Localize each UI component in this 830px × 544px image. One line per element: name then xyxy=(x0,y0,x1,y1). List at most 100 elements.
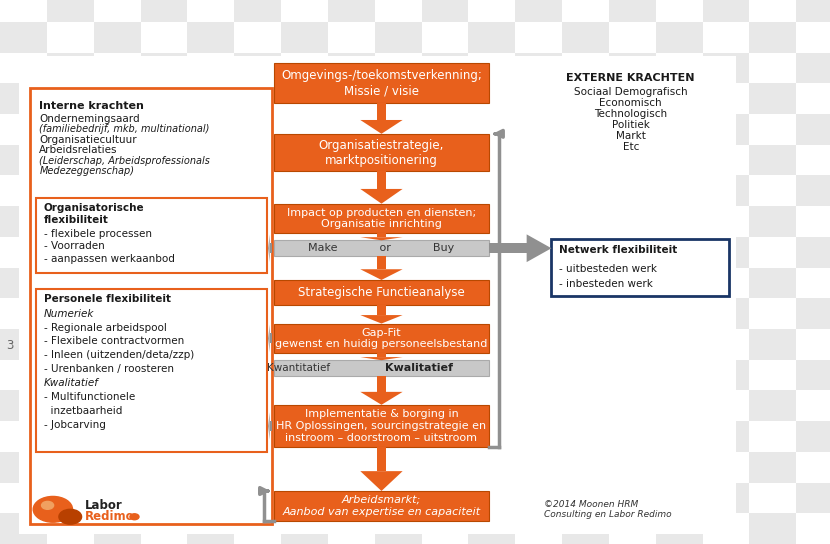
Text: Labor: Labor xyxy=(85,499,123,512)
Bar xyxy=(562,268,609,298)
Bar xyxy=(188,360,234,391)
Bar xyxy=(274,203,489,233)
Text: Organisatiecultuur: Organisatiecultuur xyxy=(39,135,137,145)
Bar xyxy=(374,0,422,22)
Bar xyxy=(94,452,140,483)
Bar xyxy=(328,114,374,145)
Bar xyxy=(468,329,515,360)
Bar xyxy=(422,83,468,114)
Bar xyxy=(94,53,140,83)
Bar xyxy=(468,145,515,175)
Bar xyxy=(188,83,234,114)
Bar xyxy=(274,360,489,376)
Text: Medezeggenschap): Medezeggenschap) xyxy=(39,166,134,176)
Bar xyxy=(140,298,188,329)
Text: Make            or            Buy: Make or Buy xyxy=(308,243,455,254)
Bar xyxy=(374,175,422,206)
Bar xyxy=(30,88,272,524)
Bar xyxy=(468,175,515,206)
Bar xyxy=(188,514,234,544)
Bar xyxy=(188,268,234,298)
Bar xyxy=(609,145,656,175)
Bar xyxy=(656,175,702,206)
Bar xyxy=(0,206,46,237)
Text: Implementatie & borging in
HR Oplossingen, sourcingstrategie en
instroom – doors: Implementatie & borging in HR Oplossinge… xyxy=(276,410,486,443)
Text: Sociaal Demografisch: Sociaal Demografisch xyxy=(574,87,687,97)
Bar xyxy=(140,514,188,544)
Bar xyxy=(37,289,266,453)
Bar xyxy=(188,22,234,53)
Bar xyxy=(515,391,562,421)
Bar xyxy=(702,175,749,206)
Text: Numeriek: Numeriek xyxy=(44,308,94,319)
Bar xyxy=(94,145,140,175)
Bar xyxy=(94,298,140,329)
Polygon shape xyxy=(360,189,403,203)
Bar xyxy=(656,237,702,268)
Bar xyxy=(281,0,328,22)
Bar xyxy=(0,53,46,83)
Bar xyxy=(140,206,188,237)
Bar xyxy=(609,175,656,206)
Bar xyxy=(94,237,140,268)
Bar xyxy=(515,22,562,53)
Bar xyxy=(515,175,562,206)
Bar xyxy=(490,243,527,253)
Bar xyxy=(609,483,656,514)
Bar xyxy=(656,483,702,514)
Text: Arbeidsmarkt;
Aanbod van expertise en capaciteit: Arbeidsmarkt; Aanbod van expertise en ca… xyxy=(282,495,481,517)
Bar xyxy=(468,298,515,329)
Bar xyxy=(281,268,328,298)
Text: Arbeidsrelaties: Arbeidsrelaties xyxy=(39,145,118,155)
Polygon shape xyxy=(360,392,403,405)
Text: - Regionale arbeidspool: - Regionale arbeidspool xyxy=(44,323,167,332)
Bar xyxy=(328,175,374,206)
Bar xyxy=(234,483,281,514)
Bar xyxy=(702,268,749,298)
Bar xyxy=(281,298,328,329)
Bar xyxy=(328,298,374,329)
Bar xyxy=(515,452,562,483)
Bar xyxy=(188,175,234,206)
Bar xyxy=(515,421,562,452)
Bar xyxy=(374,206,422,237)
Text: - Voorraden: - Voorraden xyxy=(44,242,105,251)
Bar xyxy=(281,22,328,53)
Bar xyxy=(796,53,830,83)
Bar xyxy=(749,237,796,268)
Bar xyxy=(468,22,515,53)
Bar xyxy=(0,360,46,391)
Bar xyxy=(422,145,468,175)
Bar xyxy=(377,305,387,315)
Bar xyxy=(234,175,281,206)
Polygon shape xyxy=(360,471,403,491)
Bar xyxy=(422,360,468,391)
Bar xyxy=(188,329,234,360)
Bar xyxy=(796,0,830,22)
Bar xyxy=(140,329,188,360)
Bar xyxy=(374,452,422,483)
Bar xyxy=(234,53,281,83)
Bar xyxy=(94,329,140,360)
Bar xyxy=(140,0,188,22)
Bar xyxy=(46,206,94,237)
Bar xyxy=(94,22,140,53)
Bar xyxy=(422,0,468,22)
Bar xyxy=(515,83,562,114)
Bar xyxy=(656,114,702,145)
Bar xyxy=(328,329,374,360)
Bar xyxy=(234,360,281,391)
Bar xyxy=(796,22,830,53)
Bar xyxy=(328,206,374,237)
Bar xyxy=(328,145,374,175)
Text: ©2014 Moonen HRM
Consulting en Labor Redimo: ©2014 Moonen HRM Consulting en Labor Red… xyxy=(544,500,671,519)
Bar xyxy=(328,421,374,452)
Bar xyxy=(609,0,656,22)
Bar xyxy=(281,360,328,391)
Bar xyxy=(94,514,140,544)
Bar xyxy=(140,452,188,483)
Bar xyxy=(609,421,656,452)
Bar xyxy=(274,491,489,521)
Bar xyxy=(234,237,281,268)
Bar xyxy=(422,206,468,237)
